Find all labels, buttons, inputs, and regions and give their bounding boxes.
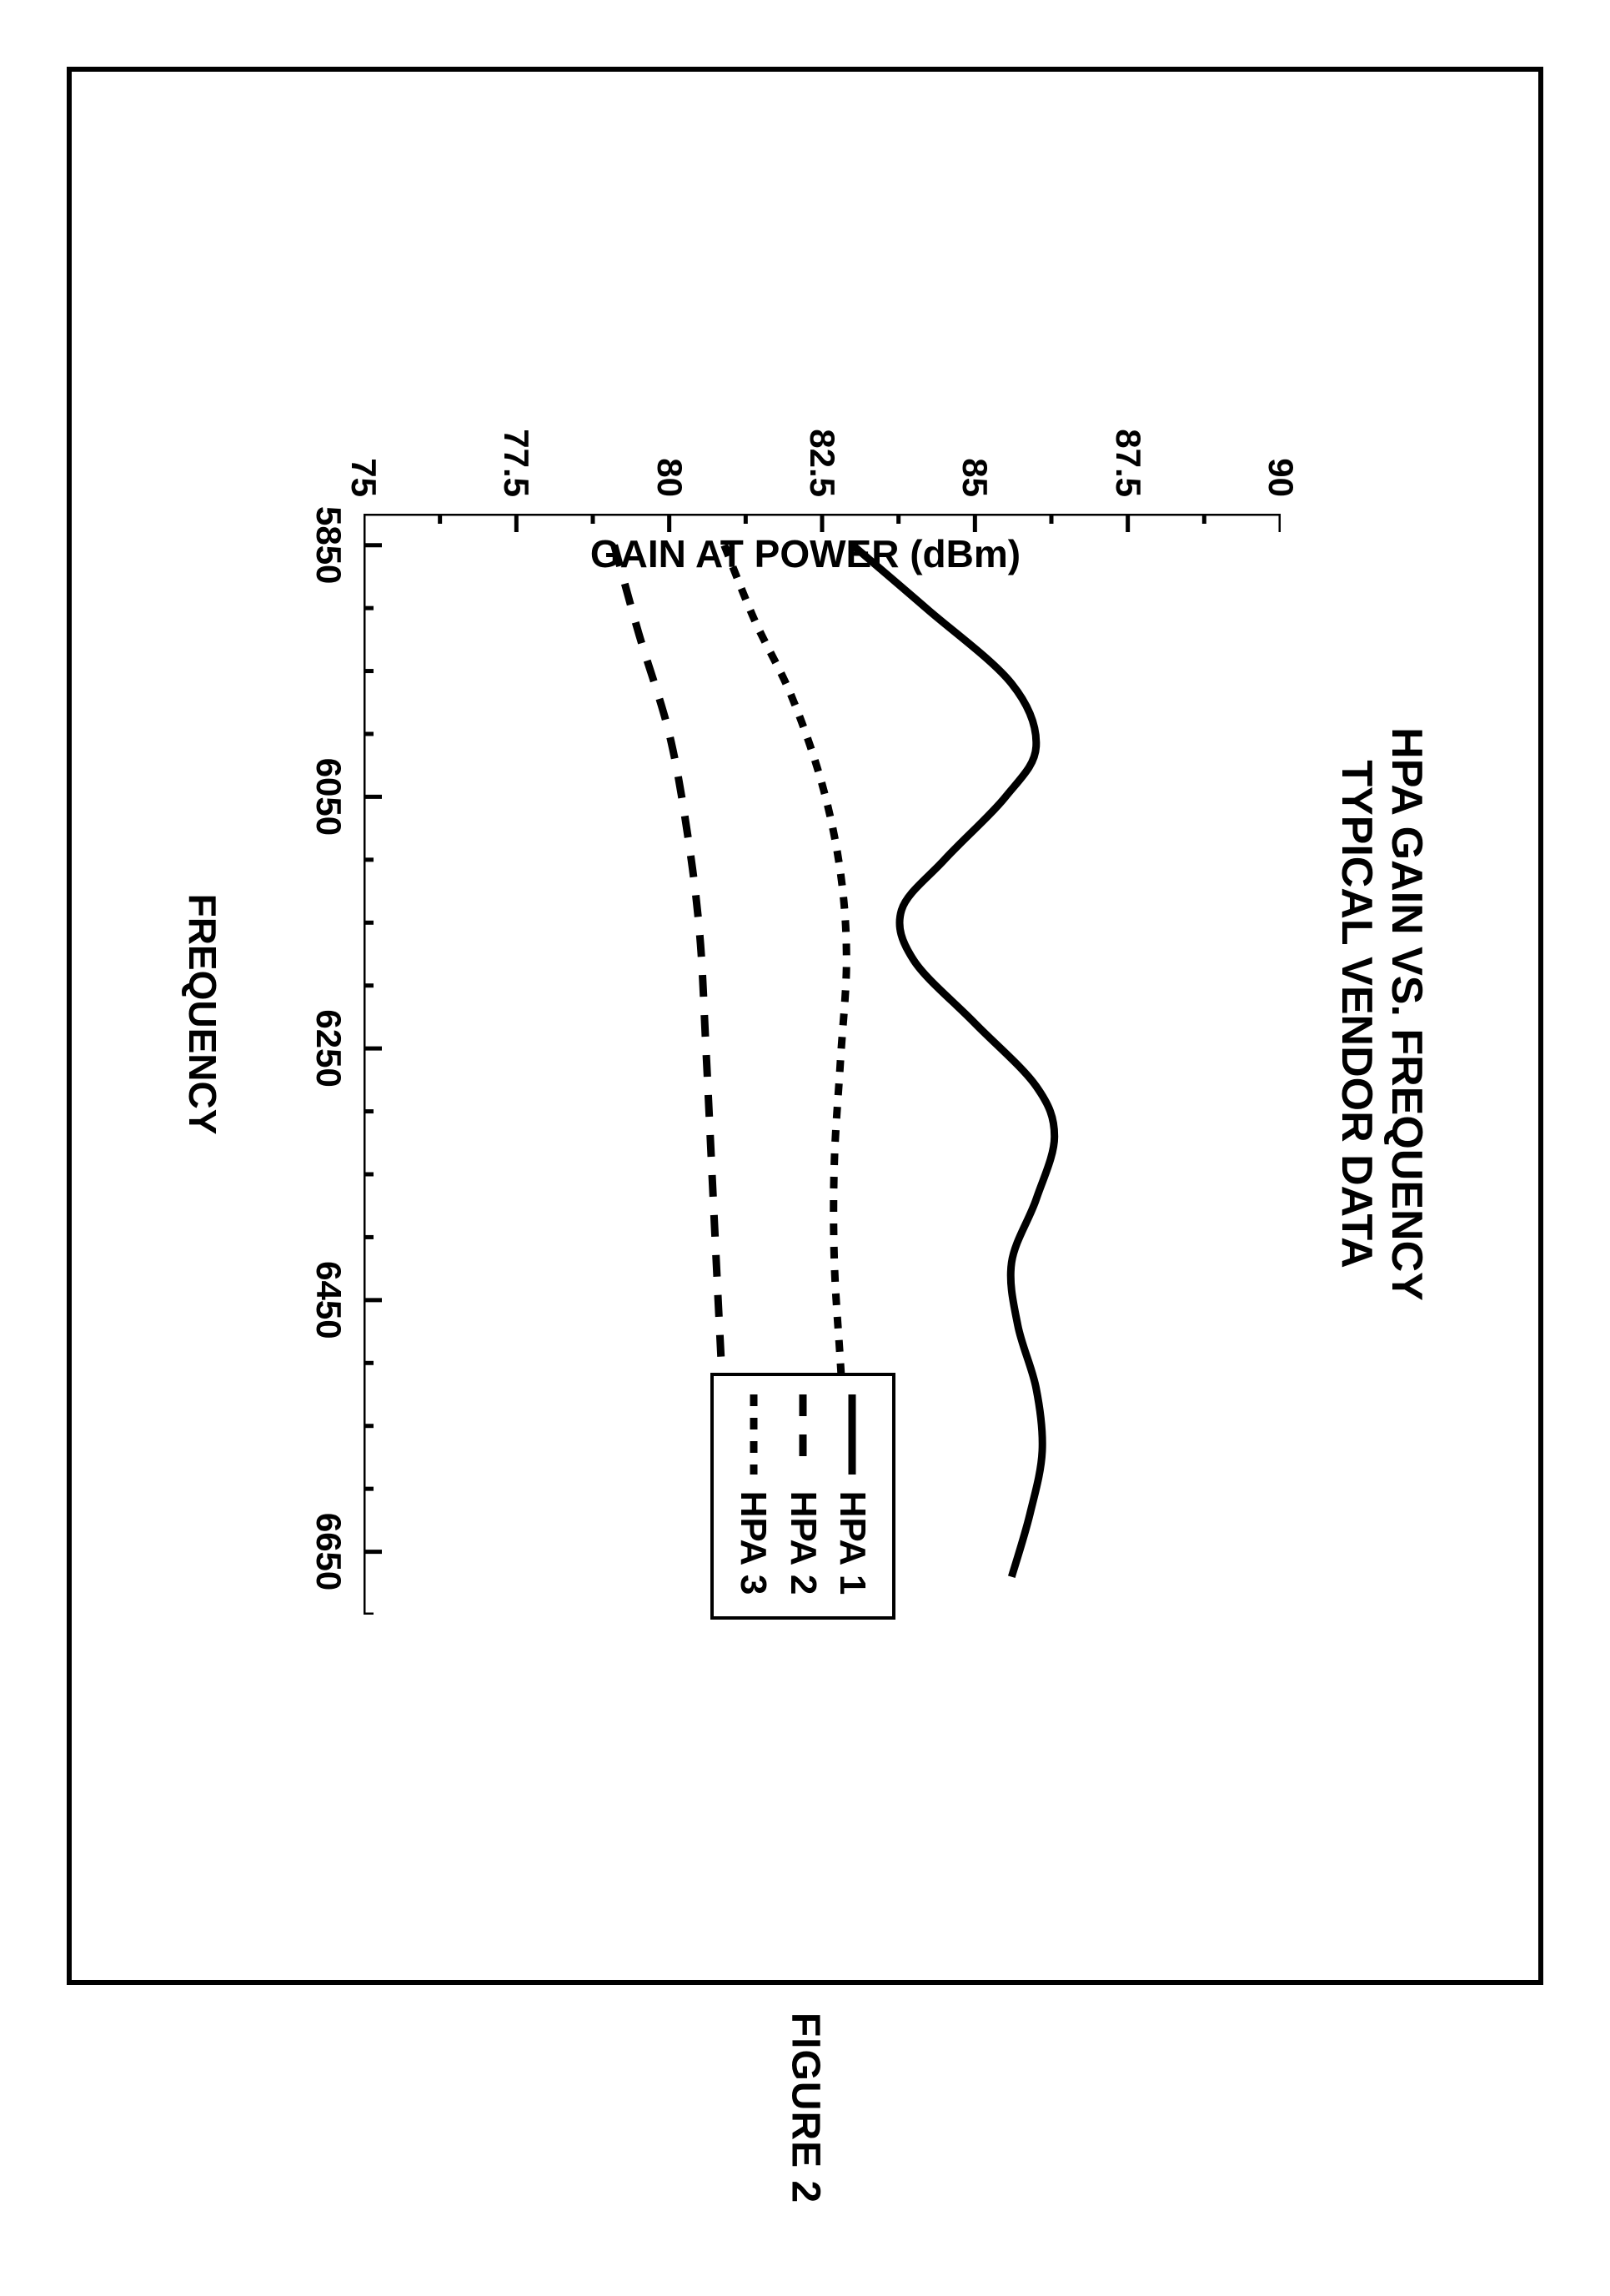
x-tick-label: 6250 [308, 998, 349, 1098]
figure-label: FIGURE 2 [782, 2012, 828, 2203]
x-tick-label: 6650 [308, 1502, 349, 1602]
legend-item: HPA 1 [828, 1393, 877, 1595]
legend-item: HPA 2 [778, 1393, 827, 1595]
x-tick-label: 5850 [308, 495, 349, 595]
chart-container: HPA GAIN VS. FREQUENCY TYPICAL VENDOR DA… [155, 330, 1456, 1698]
x-tick-label: 6050 [308, 746, 349, 847]
legend-label: HPA 2 [778, 1491, 827, 1595]
y-tick-label: 87.5 [1108, 389, 1148, 497]
chart-title-line1: HPA GAIN VS. FREQUENCY [1382, 727, 1431, 1301]
x-tick-label: 6450 [308, 1250, 349, 1350]
legend: HPA 1HPA 2HPA 3 [710, 1373, 895, 1620]
legend-swatch [785, 1393, 821, 1476]
legend-item: HPA 3 [729, 1393, 778, 1595]
chart-title-line2: TYPICAL VENDOR DATA [1332, 760, 1381, 1269]
y-tick-label: 77.5 [496, 389, 536, 497]
legend-label: HPA 1 [828, 1491, 877, 1595]
legend-swatch [735, 1393, 772, 1476]
chart-title: HPA GAIN VS. FREQUENCY TYPICAL VENDOR DA… [1331, 727, 1431, 1301]
legend-swatch [834, 1393, 870, 1476]
y-tick-label: 82.5 [802, 389, 842, 497]
x-axis-label: FREQUENCY [180, 894, 225, 1135]
y-tick-label: 90 [1261, 389, 1301, 497]
y-tick-label: 80 [650, 389, 690, 497]
outer-frame: HPA GAIN VS. FREQUENCY TYPICAL VENDOR DA… [67, 67, 1543, 1985]
y-tick-label: 75 [344, 389, 384, 497]
legend-label: HPA 3 [729, 1491, 778, 1595]
y-tick-label: 85 [955, 389, 995, 497]
